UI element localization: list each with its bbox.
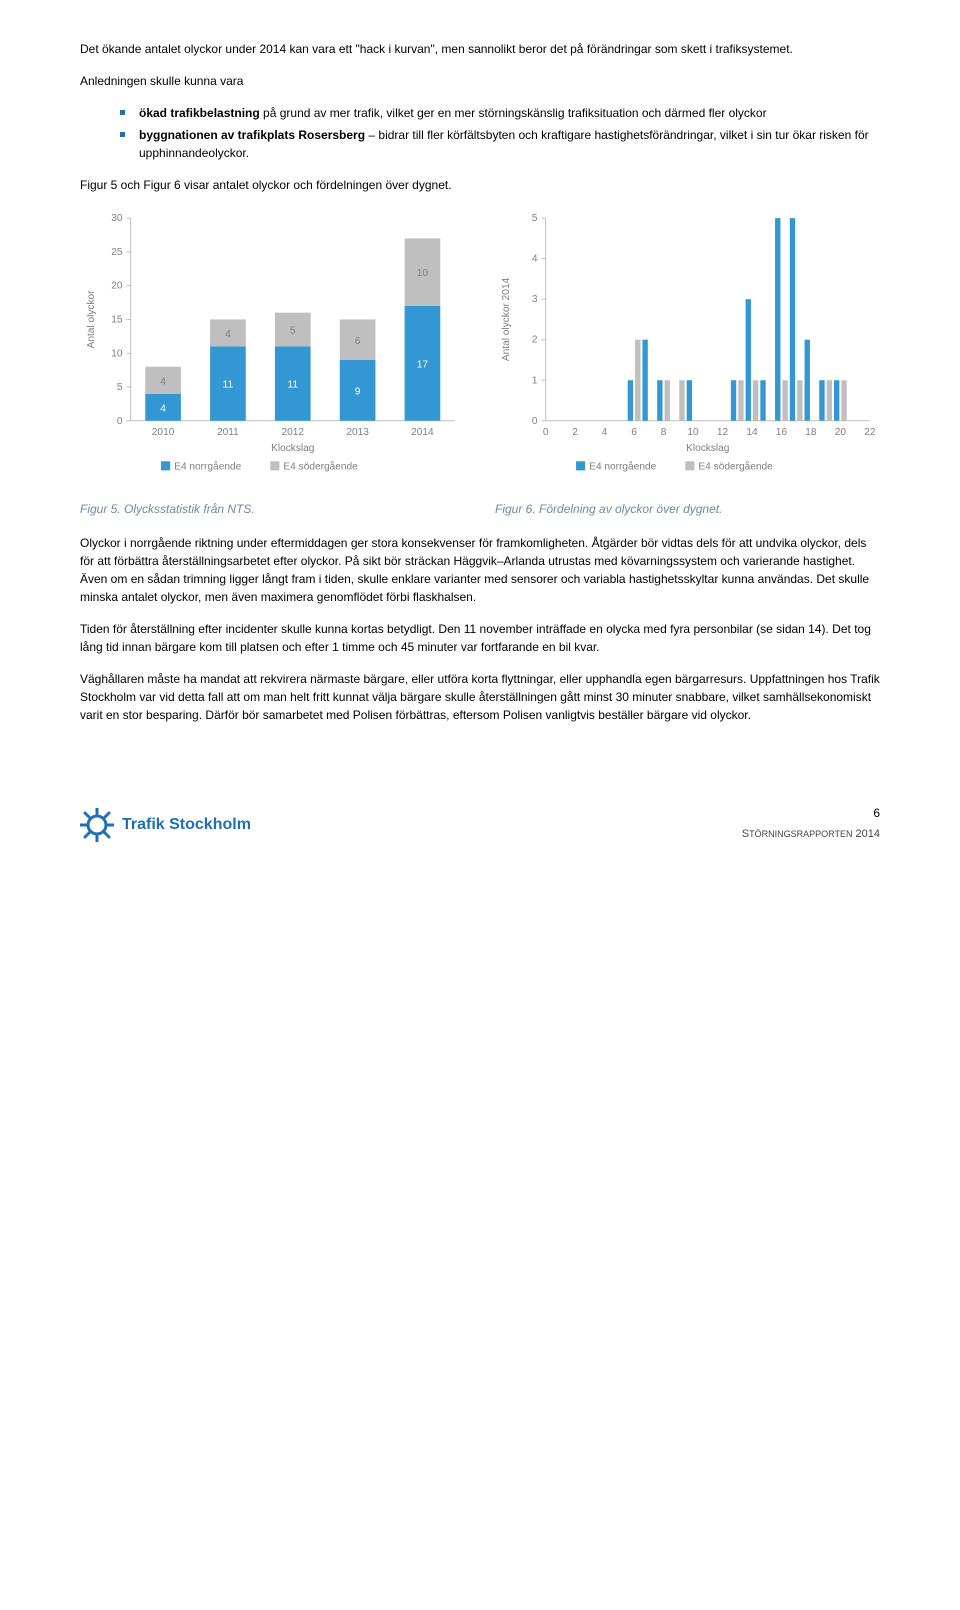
svg-text:20: 20 — [111, 281, 123, 292]
svg-text:4: 4 — [532, 254, 538, 265]
svg-text:2010: 2010 — [152, 427, 175, 438]
svg-text:10: 10 — [687, 427, 699, 438]
svg-text:Klockslag: Klockslag — [686, 443, 729, 454]
svg-text:E4 norrgående: E4 norrgående — [589, 460, 656, 472]
paragraph-5: Tiden för återställning efter incidenter… — [80, 620, 880, 656]
svg-text:0: 0 — [532, 416, 538, 427]
paragraph-6: Väghållaren måste ha mandat att rekvirer… — [80, 670, 880, 724]
paragraph-cause-intro: Anledningen skulle kunna vara — [80, 72, 880, 90]
bullet-text: ökad trafikbelastning på grund av mer tr… — [139, 104, 767, 122]
bullet-square-icon — [120, 110, 125, 115]
svg-text:E4 norrgående: E4 norrgående — [174, 460, 241, 472]
svg-text:5: 5 — [532, 213, 538, 224]
bullet-text: byggnationen av trafikplats Rosersberg –… — [139, 126, 880, 162]
bullet-item: ökad trafikbelastning på grund av mer tr… — [120, 104, 880, 122]
svg-text:E4 södergående: E4 södergående — [698, 460, 773, 472]
svg-text:5: 5 — [290, 326, 296, 337]
svg-text:0: 0 — [543, 427, 549, 438]
page-footer: Trafik Stockholm 6 STÖRNINGSRAPPORTEN 20… — [80, 794, 880, 843]
figure6-caption: Figur 6. Fördelning av olyckor över dygn… — [495, 500, 880, 518]
grouped-bar-chart: 0123450246810121416182022Antal olyckor 2… — [495, 208, 880, 492]
charts-row: 0510152025304420101142011115201296201317… — [80, 208, 880, 492]
svg-text:25: 25 — [111, 247, 123, 258]
svg-text:4: 4 — [225, 329, 231, 340]
svg-text:2: 2 — [572, 427, 578, 438]
svg-text:1: 1 — [532, 375, 538, 386]
svg-text:4: 4 — [160, 403, 166, 414]
page-number: 6 — [742, 804, 880, 822]
svg-text:22: 22 — [864, 427, 876, 438]
svg-text:4: 4 — [602, 427, 608, 438]
svg-text:11: 11 — [223, 380, 234, 391]
paragraph-figref: Figur 5 och Figur 6 visar antalet olycko… — [80, 176, 880, 194]
svg-text:14: 14 — [746, 427, 758, 438]
svg-text:Antal olyckor 2014: Antal olyckor 2014 — [501, 277, 512, 361]
svg-text:17: 17 — [417, 359, 429, 370]
svg-text:2012: 2012 — [281, 427, 304, 438]
svg-text:18: 18 — [805, 427, 817, 438]
svg-text:Antal olyckor: Antal olyckor — [86, 290, 97, 349]
svg-text:20: 20 — [835, 427, 847, 438]
svg-text:2: 2 — [532, 335, 538, 346]
svg-text:10: 10 — [417, 268, 429, 279]
cause-bullet-list: ökad trafikbelastning på grund av mer tr… — [120, 104, 880, 162]
svg-text:3: 3 — [532, 294, 538, 305]
chart-right-container: 0123450246810121416182022Antal olyckor 2… — [495, 208, 880, 492]
svg-text:6: 6 — [355, 336, 361, 347]
bullet-item: byggnationen av trafikplats Rosersberg –… — [120, 126, 880, 162]
paragraph-4: Olyckor i norrgående riktning under efte… — [80, 534, 880, 606]
svg-text:12: 12 — [717, 427, 729, 438]
trafik-stockholm-logo: Trafik Stockholm — [80, 808, 251, 842]
footer-report-title: STÖRNINGSRAPPORTEN 2014 — [742, 826, 880, 843]
figure5-caption: Figur 5. Olycksstatistik från NTS. — [80, 500, 465, 518]
svg-text:16: 16 — [776, 427, 788, 438]
svg-text:30: 30 — [111, 213, 123, 224]
svg-text:6: 6 — [631, 427, 637, 438]
svg-text:0: 0 — [117, 416, 123, 427]
logo-text: Trafik Stockholm — [122, 813, 251, 837]
logo-icon — [80, 808, 114, 842]
svg-text:2011: 2011 — [217, 427, 239, 438]
chart-left-container: 0 5 10 15 20 25 30 4 4 2010 11 4 2011 11 5 2012 9 6 2013 17… — [80, 208, 465, 492]
svg-text:5: 5 — [117, 382, 123, 393]
svg-text:10: 10 — [111, 348, 123, 359]
paragraph-intro: Det ökande antalet olyckor under 2014 ka… — [80, 40, 880, 58]
svg-text:4: 4 — [160, 376, 166, 387]
svg-text:2013: 2013 — [346, 427, 369, 438]
stacked-bar-chart: 0 5 10 15 20 25 30 4 4 2010 11 4 2011 11 5 2012 9 6 2013 17… — [80, 208, 465, 492]
svg-text:Klockslag: Klockslag — [271, 443, 314, 454]
svg-text:E4 södergående: E4 södergående — [283, 460, 358, 472]
svg-text:9: 9 — [355, 386, 361, 397]
svg-text:11: 11 — [288, 380, 299, 391]
bullet-square-icon — [120, 132, 125, 137]
svg-text:2014: 2014 — [411, 427, 434, 438]
svg-text:8: 8 — [661, 427, 667, 438]
svg-text:15: 15 — [111, 314, 123, 325]
